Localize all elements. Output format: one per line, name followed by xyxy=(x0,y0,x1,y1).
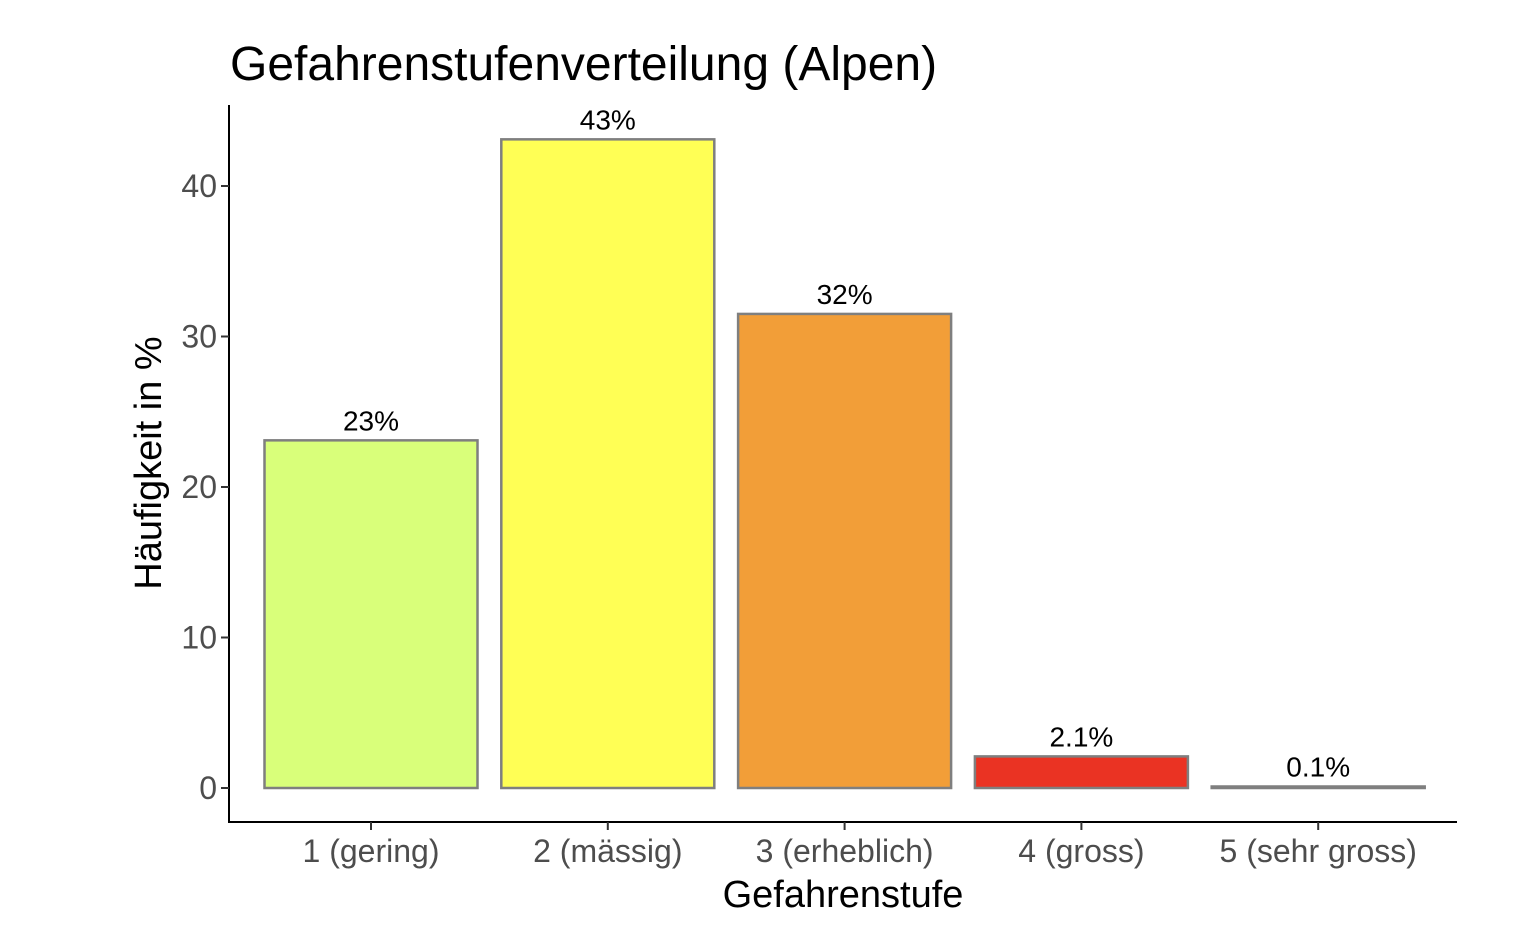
x-tick-label-1: 1 (gering) xyxy=(303,833,440,869)
x-axis-title: Gefahrenstufe xyxy=(723,874,964,916)
bar-4 xyxy=(973,755,1190,790)
y-tick-label-20: 20 xyxy=(181,469,217,505)
y-axis-title: Häufigkeit in % xyxy=(128,336,170,589)
bar-value-label-5: 0.1% xyxy=(1286,751,1350,782)
bar-value-label-3: 32% xyxy=(817,279,873,310)
y-ticks-group: 0 10 20 30 40 xyxy=(181,168,229,806)
x-tick-label-4: 4 (gross) xyxy=(1018,833,1144,869)
chart-title: Gefahrenstufenverteilung (Alpen) xyxy=(230,38,937,91)
bar-2 xyxy=(500,138,716,790)
bar-value-label-1: 23% xyxy=(343,405,399,436)
x-ticks-group: 1 (gering) 2 (mässig) 3 (erheblich) 4 (gros… xyxy=(303,822,1417,869)
y-tick-label-10: 10 xyxy=(181,620,217,656)
bar-value-label-2: 43% xyxy=(580,104,636,135)
bar-value-label-4: 2.1% xyxy=(1049,721,1113,752)
y-tick-label-0: 0 xyxy=(199,770,217,806)
x-tick-label-2: 2 (mässig) xyxy=(533,833,682,869)
bar-5 xyxy=(1210,785,1426,790)
data-labels-group: 23% 43% 32% 2.1% 0.1% xyxy=(343,104,1350,782)
y-tick-label-40: 40 xyxy=(181,168,217,204)
bar-3 xyxy=(736,312,953,790)
bar-1 xyxy=(263,439,479,790)
plot-area: 23% 43% 32% 2.1% 0.1% 0 10 20 30 40 1 (gering) 2 … xyxy=(181,104,1457,869)
bars-group xyxy=(263,138,1426,790)
x-tick-label-3: 3 (erheblich) xyxy=(756,833,934,869)
x-tick-label-5: 5 (sehr gross) xyxy=(1220,833,1417,869)
y-tick-label-30: 30 xyxy=(181,319,217,355)
